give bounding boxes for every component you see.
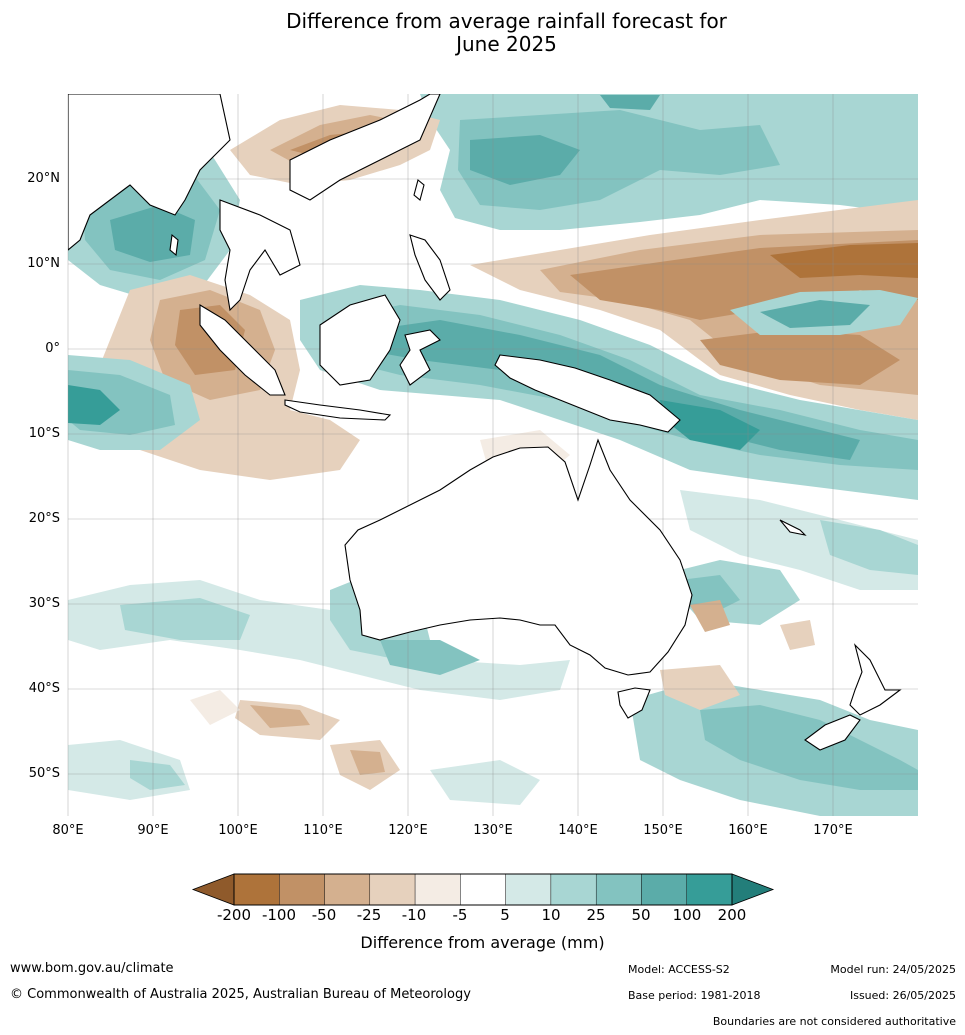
lon-label: 90°E [137, 823, 169, 838]
lat-label: 30°S [28, 596, 60, 611]
lon-label: 120°E [388, 823, 428, 838]
chart-title: Difference from average rainfall forecas… [0, 10, 965, 56]
base-period: Base period: 1981-2018 [628, 989, 761, 1002]
lon-label: 170°E [813, 823, 853, 838]
colorbar-segment [595, 873, 642, 906]
colorbar-extend-high [731, 873, 775, 906]
model-run-date: Model run: 24/05/2025 [830, 963, 956, 976]
colorbar-tick-label: 50 [631, 906, 651, 924]
lat-label: 10°N [27, 256, 60, 271]
colorbar-segment [369, 873, 416, 906]
colorbar-tick-label: -5 [452, 906, 468, 924]
colorbar-tick-label: -50 [311, 906, 337, 924]
colorbar-tick-label: -200 [216, 906, 252, 924]
lon-label: 80°E [52, 823, 84, 838]
bom-url-link[interactable]: www.bom.gov.au/climate [10, 961, 174, 976]
lon-label: 110°E [303, 823, 343, 838]
colorbar-extend-low [191, 873, 235, 906]
model-name: Model: ACCESS-S2 [628, 963, 730, 976]
colorbar-segment [279, 873, 325, 906]
colorbar-tick-label: -10 [401, 906, 427, 924]
colorbar-segment [460, 873, 506, 906]
colorbar-segment [550, 873, 597, 906]
graticule [67, 94, 918, 816]
colorbar-segment [505, 873, 552, 906]
lon-label: 130°E [473, 823, 513, 838]
colorbar-title: Difference from average (mm) [360, 933, 605, 952]
lat-label: 10°S [28, 426, 60, 441]
colorbar-tick-label: 25 [586, 906, 606, 924]
lon-label: 160°E [728, 823, 768, 838]
colorbar-tick-label: 5 [500, 906, 510, 924]
colorbar [191, 873, 775, 906]
title-line-2: June 2025 [456, 32, 557, 56]
copyright-text: © Commonwealth of Australia 2025, Austra… [10, 987, 471, 1002]
lat-label: 50°S [28, 766, 60, 781]
issued-date: Issued: 26/05/2025 [849, 989, 956, 1002]
colorbar-segment [641, 873, 687, 906]
colorbar-tick-label: -100 [261, 906, 297, 924]
lat-label: 20°N [27, 171, 60, 186]
colorbar-tick-label: 200 [717, 906, 747, 924]
boundaries-disclaimer: Boundaries are not considered authoritat… [712, 1015, 956, 1028]
colorbar-tick-label: 10 [541, 906, 561, 924]
lat-label: 0° [45, 341, 60, 356]
colorbar-segment [686, 873, 733, 906]
lon-label: 100°E [218, 823, 258, 838]
colorbar-segment [233, 873, 280, 906]
colorbar-segment [414, 873, 461, 906]
colorbar-segment [324, 873, 371, 906]
coastlines [68, 94, 902, 751]
title-line-1: Difference from average rainfall forecas… [286, 9, 727, 33]
lon-label: 150°E [643, 823, 683, 838]
colorbar-tick-label: -25 [356, 906, 382, 924]
lon-label: 140°E [558, 823, 598, 838]
lat-label: 40°S [28, 681, 60, 696]
lat-label: 20°S [28, 511, 60, 526]
colorbar-border [233, 873, 733, 906]
colorbar-tick-label: 100 [672, 906, 702, 924]
